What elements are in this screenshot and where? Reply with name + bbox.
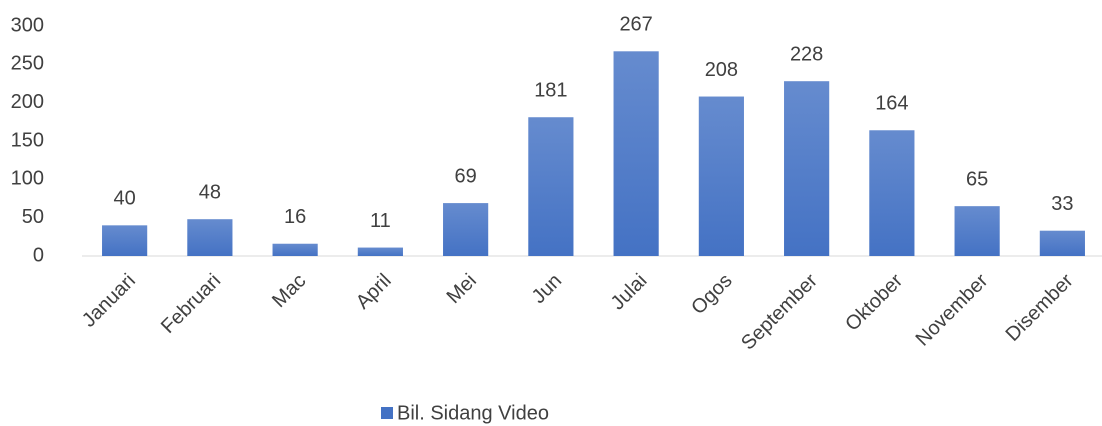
y-tick-label: 250 (11, 53, 44, 75)
y-tick-label: 50 (22, 206, 44, 228)
data-label: 181 (534, 80, 567, 102)
data-label: 11 (370, 210, 391, 232)
x-tick-label: Ogos (687, 270, 736, 319)
x-tick-label: November (912, 269, 993, 350)
y-tick-label: 0 (33, 244, 44, 266)
x-tick-label: Julai (607, 270, 652, 315)
x-tick-label: September (737, 269, 822, 354)
bar (1039, 230, 1085, 256)
x-tick-label: Disember (1002, 269, 1078, 345)
bar (528, 117, 574, 256)
y-tick-label: 300 (11, 14, 44, 36)
legend-swatch (381, 407, 393, 419)
x-tick-label: April (352, 270, 396, 314)
data-label: 48 (199, 181, 221, 203)
x-tick-label: Mei (443, 270, 481, 308)
y-tick-label: 150 (11, 129, 44, 151)
x-tick-label: Mac (268, 270, 310, 312)
data-label: 16 (284, 206, 306, 228)
bar (698, 96, 744, 257)
bar (954, 206, 1000, 256)
data-label: 208 (705, 59, 738, 81)
y-tick-label: 100 (11, 168, 44, 190)
x-tick-label: Februari (157, 270, 225, 338)
data-label: 40 (114, 188, 136, 210)
bar (784, 81, 830, 256)
data-label: 164 (875, 93, 908, 115)
data-label: 65 (966, 168, 988, 190)
bar (187, 219, 233, 256)
bar (869, 130, 915, 256)
bar (613, 51, 659, 256)
y-tick-label: 200 (11, 91, 44, 113)
x-tick-label: Oktober (841, 269, 907, 335)
data-label: 33 (1051, 193, 1073, 215)
x-tick-label: Jun (528, 270, 566, 308)
data-label: 267 (619, 14, 652, 36)
bar (272, 243, 318, 256)
bar (102, 225, 148, 256)
x-tick-label: Januari (78, 270, 140, 332)
bar (443, 203, 489, 256)
data-label: 228 (790, 43, 823, 65)
legend-label: Bil. Sidang Video (397, 402, 549, 424)
bar (357, 247, 403, 256)
data-label: 69 (455, 165, 477, 187)
